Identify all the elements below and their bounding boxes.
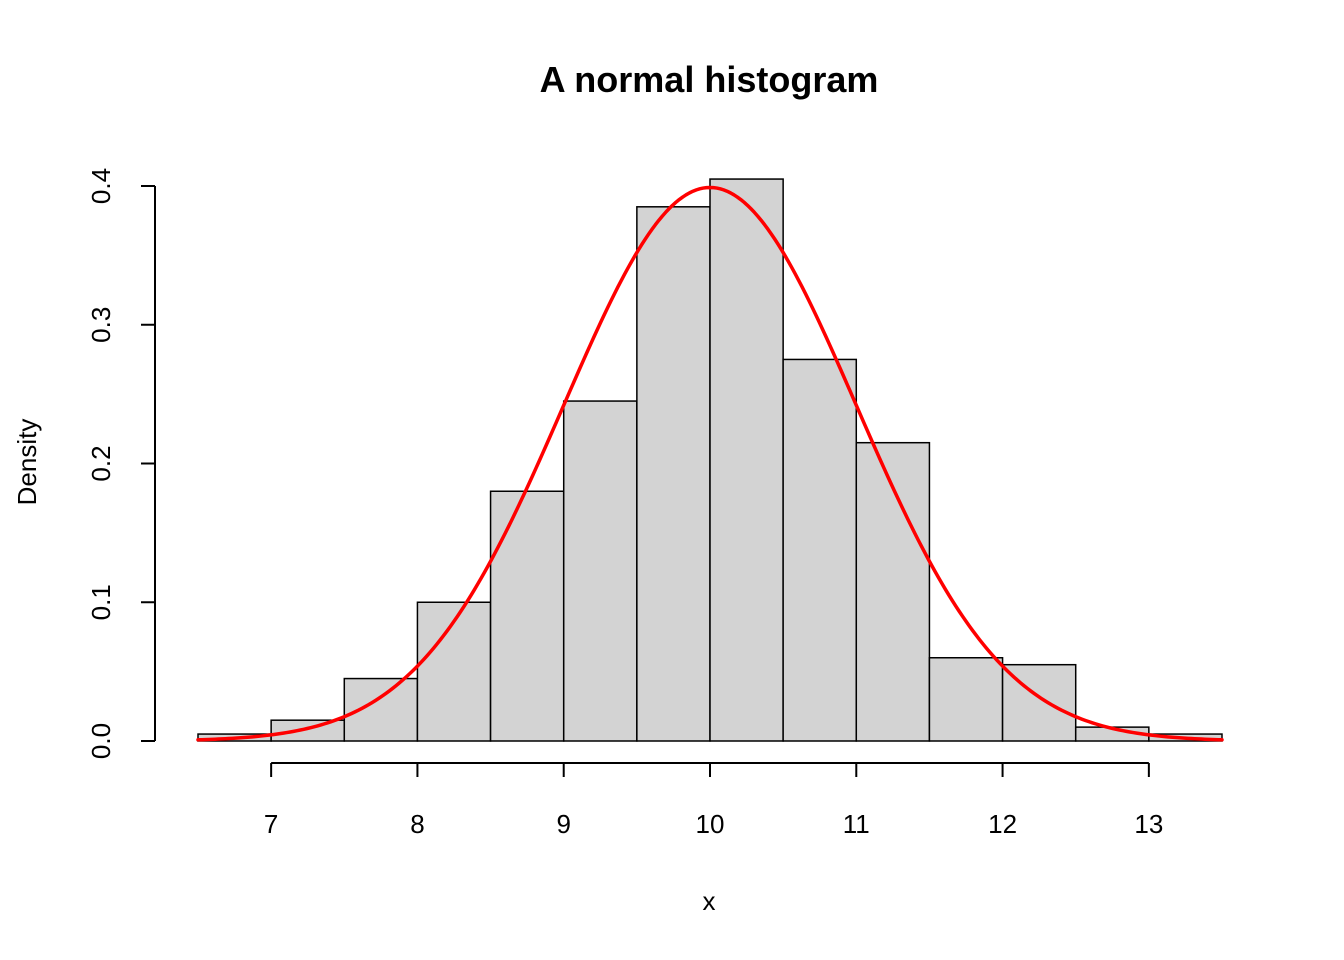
x-tick-label: 10	[696, 809, 725, 839]
y-axis-label: Density	[12, 419, 42, 506]
histogram-bar-11	[928, 657, 1004, 742]
x-axis: 7 8 9 10 11 12 13	[264, 762, 1163, 839]
y-tick-label: 0.3	[86, 307, 116, 343]
histogram-bar-9	[782, 358, 858, 742]
density-curve-layer	[196, 185, 1224, 742]
x-tick-label: 7	[264, 809, 278, 839]
chart-title: A normal histogram	[540, 59, 879, 100]
x-tick-label: 11	[843, 809, 870, 839]
histogram-bar-10	[855, 441, 931, 742]
histogram-bar-7	[636, 206, 711, 742]
y-tick-label: 0.4	[86, 168, 116, 204]
histogram-bar-6	[562, 400, 638, 742]
y-tick-label: 0.1	[86, 584, 116, 620]
x-tick-label: 12	[988, 809, 1017, 839]
histogram-bar-2	[270, 719, 346, 742]
x-tick-label: 8	[410, 809, 424, 839]
x-tick-label: 9	[556, 809, 570, 839]
y-axis: 0.0 0.1 0.2 0.3 0.4	[86, 168, 156, 759]
histogram-bar-5	[489, 490, 565, 742]
x-tick-label: 13	[1134, 809, 1163, 839]
histogram-bar-8	[709, 178, 784, 742]
x-axis-label: x	[703, 886, 716, 916]
y-tick-label: 0.0	[86, 723, 116, 759]
normal-density-curve	[196, 185, 1224, 742]
y-tick-label: 0.2	[86, 445, 116, 481]
histogram-bar-12	[1001, 663, 1077, 742]
histogram-bars	[197, 178, 1223, 742]
histogram-bar-3	[343, 677, 419, 742]
